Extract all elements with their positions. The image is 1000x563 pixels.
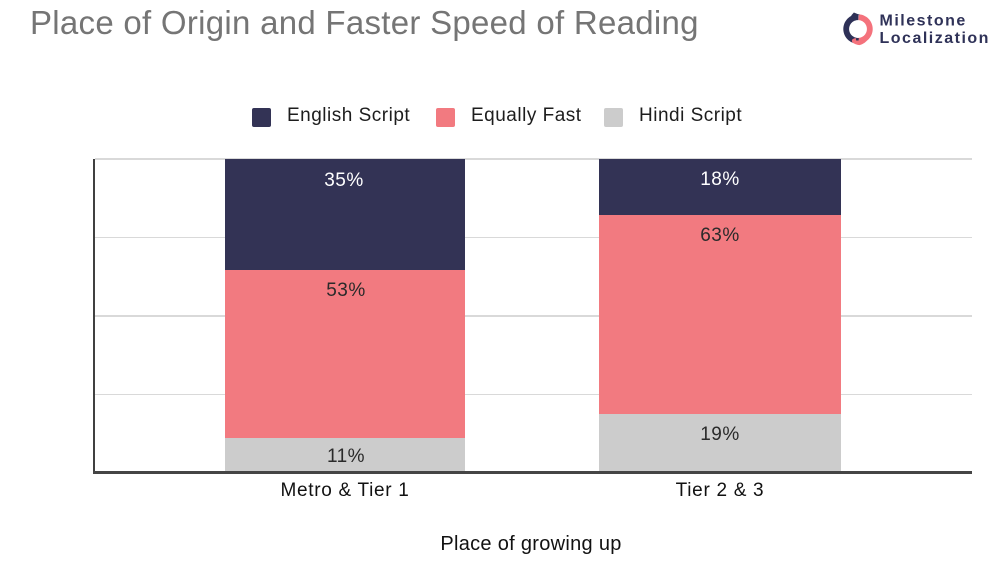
svg-text:Localization: Localization [880,30,990,47]
svg-text:Milestone: Milestone [880,13,967,30]
